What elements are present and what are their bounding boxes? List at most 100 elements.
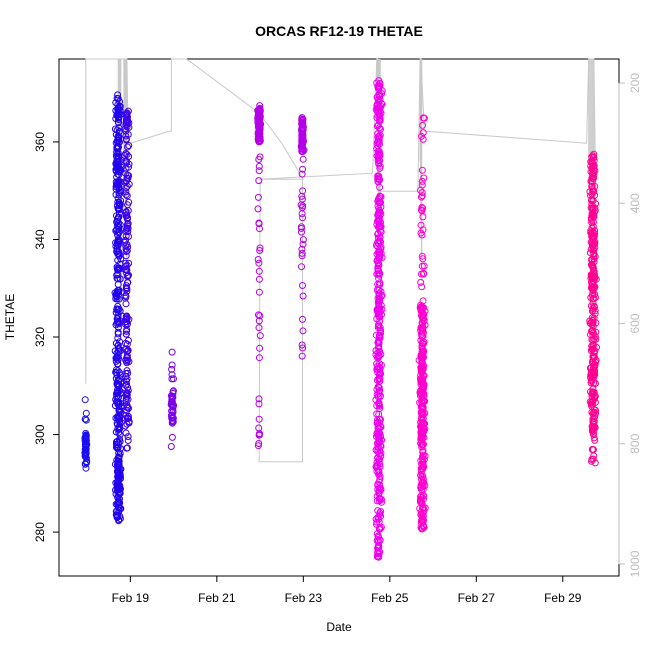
data-point bbox=[418, 499, 426, 507]
data-point bbox=[298, 121, 306, 129]
data-point bbox=[376, 279, 384, 287]
data-point bbox=[377, 370, 385, 378]
data-point bbox=[255, 354, 263, 362]
data-point bbox=[112, 339, 120, 347]
data-point bbox=[590, 229, 598, 237]
data-point bbox=[256, 332, 264, 340]
data-point bbox=[113, 295, 121, 303]
data-point bbox=[121, 238, 129, 246]
data-point bbox=[375, 290, 383, 298]
data-point bbox=[591, 380, 599, 387]
data-point bbox=[255, 162, 263, 170]
data-point bbox=[418, 166, 426, 174]
data-point bbox=[123, 117, 131, 125]
data-point bbox=[124, 437, 132, 444]
data-point bbox=[113, 137, 121, 144]
data-point bbox=[374, 537, 382, 545]
data-point bbox=[256, 225, 263, 233]
data-point bbox=[375, 332, 383, 340]
data-point bbox=[373, 497, 381, 505]
x-tick-label: Feb 25 bbox=[371, 591, 409, 605]
data-point bbox=[123, 224, 131, 232]
data-point bbox=[592, 409, 600, 417]
data-point bbox=[590, 241, 597, 248]
data-point bbox=[116, 108, 124, 116]
data-point bbox=[81, 448, 89, 456]
data-point bbox=[124, 433, 132, 441]
data-point bbox=[375, 77, 383, 85]
data-point bbox=[255, 415, 263, 423]
data-point bbox=[125, 259, 133, 267]
data-point bbox=[589, 233, 597, 241]
data-point bbox=[114, 231, 122, 239]
data-point bbox=[114, 145, 122, 153]
data-point bbox=[420, 523, 428, 531]
data-point bbox=[374, 249, 382, 256]
data-point bbox=[418, 193, 425, 201]
data-point bbox=[169, 387, 177, 395]
data-point bbox=[299, 214, 307, 222]
data-point bbox=[373, 365, 381, 373]
data-point bbox=[375, 252, 383, 260]
data-point bbox=[298, 249, 306, 257]
data-point bbox=[115, 381, 123, 389]
data-point bbox=[418, 252, 426, 260]
data-point bbox=[256, 124, 263, 132]
data-point bbox=[115, 135, 122, 143]
data-point bbox=[114, 356, 122, 364]
data-point bbox=[82, 445, 90, 453]
data-point bbox=[374, 364, 382, 372]
data-point bbox=[374, 440, 382, 447]
data-point bbox=[122, 252, 130, 260]
x-tick-label: Feb 27 bbox=[458, 591, 496, 605]
data-point bbox=[115, 348, 122, 356]
y-tick-label: 360 bbox=[33, 132, 47, 152]
data-point bbox=[588, 314, 596, 322]
data-point bbox=[298, 135, 306, 143]
data-point bbox=[113, 390, 120, 398]
data-point bbox=[374, 550, 382, 558]
data-point bbox=[256, 312, 264, 320]
series-5 bbox=[254, 102, 265, 450]
data-point bbox=[299, 327, 307, 335]
data-point bbox=[114, 271, 122, 279]
y-axis-label: THETAE bbox=[3, 294, 17, 340]
data-point bbox=[376, 270, 384, 277]
data-point bbox=[417, 439, 425, 447]
data-point bbox=[417, 221, 425, 229]
data-point bbox=[82, 442, 90, 450]
data-point bbox=[374, 466, 382, 474]
data-point bbox=[589, 370, 597, 378]
data-point bbox=[122, 157, 130, 165]
data-point bbox=[417, 206, 425, 214]
data-point bbox=[255, 106, 263, 114]
data-point bbox=[590, 335, 598, 343]
data-point bbox=[123, 177, 130, 185]
data-point bbox=[377, 193, 385, 201]
data-point bbox=[122, 429, 130, 437]
data-point bbox=[122, 412, 130, 419]
data-point bbox=[374, 121, 382, 129]
data-point bbox=[418, 513, 426, 521]
data-point bbox=[588, 346, 596, 354]
data-point bbox=[256, 430, 263, 438]
data-point bbox=[588, 196, 596, 203]
data-point bbox=[124, 201, 131, 209]
data-point bbox=[373, 518, 381, 526]
data-point bbox=[114, 160, 122, 168]
data-point bbox=[122, 191, 130, 199]
data-point bbox=[122, 377, 130, 385]
data-point bbox=[114, 150, 122, 158]
data-point bbox=[590, 208, 598, 216]
data-point bbox=[587, 379, 595, 387]
data-point bbox=[124, 220, 132, 228]
data-point bbox=[419, 121, 427, 129]
data-point bbox=[122, 265, 130, 273]
data-point bbox=[417, 301, 425, 309]
data-point bbox=[299, 155, 307, 163]
data-point bbox=[298, 129, 306, 137]
data-point bbox=[377, 442, 384, 450]
data-point bbox=[376, 509, 384, 517]
data-point bbox=[419, 226, 427, 234]
data-point bbox=[421, 307, 429, 315]
